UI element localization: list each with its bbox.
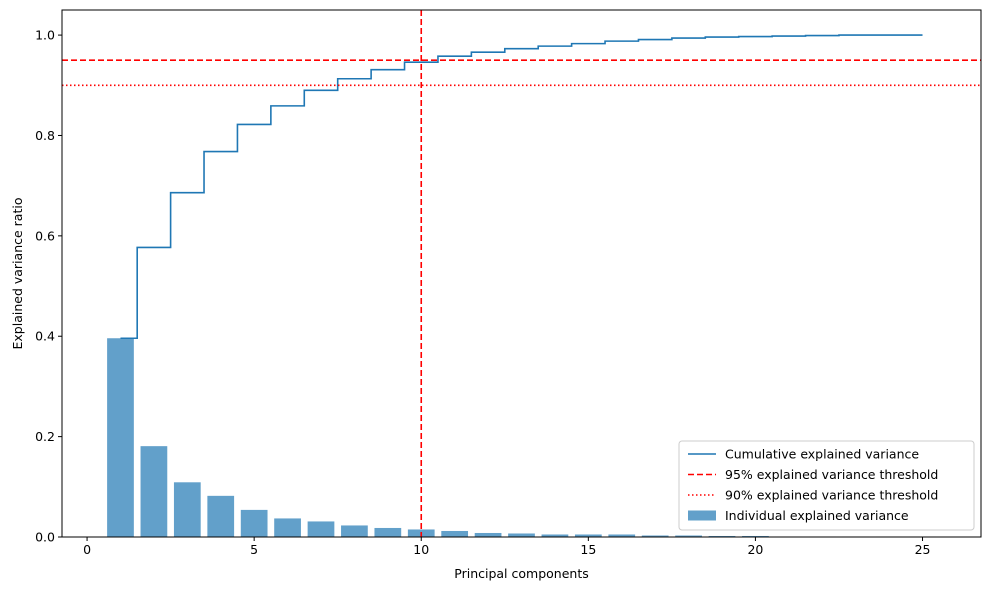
legend-label: Individual explained variance: [725, 508, 909, 523]
variance-bar: [708, 535, 736, 537]
x-tick-label: 0: [83, 542, 91, 557]
variance-bar: [107, 338, 134, 537]
variance-bar: [474, 532, 502, 537]
y-tick-label: 0.4: [35, 329, 55, 344]
y-tick-label: 0.0: [35, 530, 55, 545]
variance-bar: [441, 530, 469, 537]
legend-label: 95% explained variance threshold: [725, 467, 938, 482]
variance-bar: [240, 509, 268, 537]
x-tick-label: 15: [580, 542, 596, 557]
axis-ticks: 0 5 10 15 20 25 0.0 0.2 0.4 0.6 0.8 1.0: [35, 28, 930, 557]
variance-bar: [675, 535, 702, 537]
x-tick-label: 20: [747, 542, 763, 557]
x-tick-label: 5: [250, 542, 258, 557]
legend: Cumulative explained variance 95% explain…: [678, 440, 975, 531]
y-tick-label: 1.0: [35, 28, 55, 43]
x-tick-label: 10: [413, 542, 429, 557]
x-tick-label: 25: [915, 542, 931, 557]
legend-swatch-patch: [688, 510, 716, 521]
legend-box: [678, 440, 975, 531]
variance-bar: [140, 446, 168, 537]
variance-bar: [574, 534, 602, 537]
cumulative-variance-line: [120, 34, 923, 340]
variance-bar: [508, 533, 535, 537]
x-axis-label: Principal components: [454, 566, 588, 581]
variance-bar: [173, 482, 201, 537]
y-tick-label: 0.2: [35, 429, 55, 444]
y-tick-label: 0.8: [35, 128, 55, 143]
y-axis-label: Explained variance ratio: [10, 198, 25, 350]
variance-bar: [207, 495, 235, 537]
variance-bar: [742, 535, 769, 537]
variance-bar: [341, 525, 368, 537]
axes-frame: [61, 9, 982, 538]
variance-bar: [307, 521, 335, 537]
variance-bar: [541, 534, 569, 537]
legend-label: 90% explained variance threshold: [725, 488, 938, 503]
plot-area: [62, 10, 981, 537]
variance-bar: [608, 534, 636, 537]
legend-label: Cumulative explained variance: [725, 447, 919, 462]
variance-bar: [641, 535, 669, 537]
y-tick-label: 0.6: [35, 228, 55, 243]
variance-bar: [274, 518, 301, 537]
variance-bar: [374, 527, 402, 537]
